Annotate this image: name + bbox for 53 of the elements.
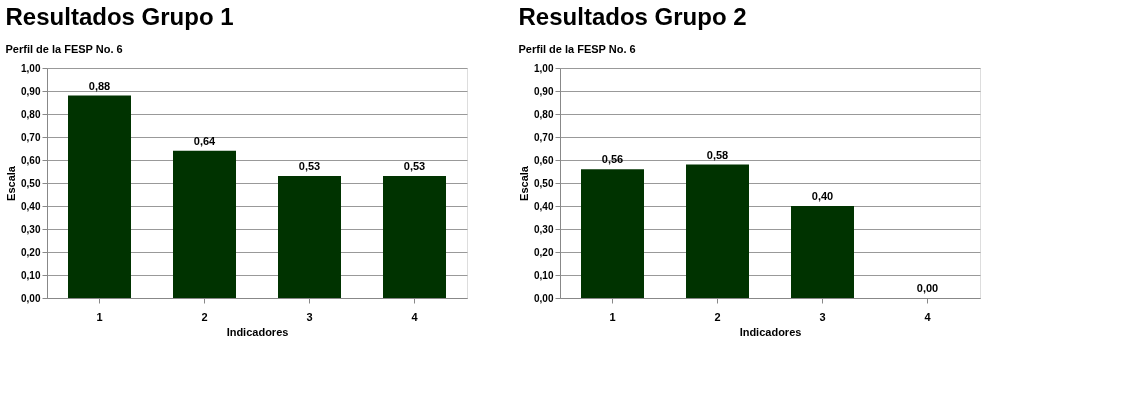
- y-tick-label: 0,90: [21, 85, 41, 97]
- bar: [68, 95, 131, 298]
- y-tick-label: 0,40: [21, 200, 41, 212]
- chart-title: Resultados Grupo 2: [518, 3, 747, 30]
- y-tick-label: 0,70: [21, 131, 41, 143]
- y-tick-label: 0,00: [21, 292, 41, 304]
- data-label: 0,58: [706, 148, 729, 161]
- y-axis-title: Escala: [518, 165, 531, 201]
- bar: [383, 176, 446, 298]
- data-label: 0,56: [601, 153, 624, 166]
- x-tick-label: 3: [306, 310, 313, 323]
- x-tick-label: 2: [201, 310, 208, 323]
- y-tick-label: 0,90: [534, 85, 554, 97]
- y-tick-label: 0,10: [21, 269, 41, 281]
- data-label: 0,53: [298, 160, 321, 173]
- y-tick-label: 1,00: [534, 62, 554, 74]
- y-tick-label: 0,40: [534, 200, 554, 212]
- x-tick-label: 3: [819, 310, 826, 323]
- data-label: 0,53: [403, 160, 426, 173]
- y-tick-label: 0,30: [534, 223, 554, 235]
- bar: [791, 206, 854, 298]
- bar: [686, 164, 749, 298]
- chart-subtitle: Perfil de la FESP No. 6: [5, 43, 123, 55]
- chart-subtitle: Perfil de la FESP No. 6: [518, 43, 636, 55]
- y-tick-label: 0,70: [534, 131, 554, 143]
- y-tick-label: 0,50: [534, 177, 554, 189]
- y-tick-label: 0,30: [21, 223, 41, 235]
- y-tick-label: 0,80: [534, 108, 554, 120]
- bar: [581, 169, 644, 298]
- y-tick-label: 0,80: [21, 108, 41, 120]
- y-tick-label: 0,20: [534, 246, 554, 258]
- chart-title: Resultados Grupo 1: [5, 3, 234, 30]
- data-label: 0,00: [916, 282, 939, 294]
- y-tick-label: 0,20: [21, 246, 41, 258]
- x-tick-label: 1: [96, 310, 103, 323]
- y-tick-label: 1,00: [21, 62, 41, 74]
- y-tick-label: 0,50: [21, 177, 41, 189]
- x-tick-label: 2: [714, 310, 721, 323]
- bar: [173, 150, 236, 298]
- x-axis-title: Indicadores: [739, 325, 802, 338]
- y-tick-label: 0,60: [21, 154, 41, 166]
- y-axis-title: Escala: [5, 165, 18, 201]
- x-axis-title: Indicadores: [226, 325, 289, 338]
- y-tick-label: 0,00: [534, 292, 554, 304]
- data-label: 0,88: [88, 79, 111, 92]
- y-tick-label: 0,10: [534, 269, 554, 281]
- x-tick-label: 1: [609, 310, 616, 323]
- y-tick-label: 0,60: [534, 154, 554, 166]
- data-label: 0,40: [811, 190, 834, 202]
- data-label: 0,64: [193, 134, 217, 147]
- x-tick-label: 4: [411, 310, 419, 323]
- bar: [278, 176, 341, 298]
- x-tick-label: 4: [924, 310, 932, 323]
